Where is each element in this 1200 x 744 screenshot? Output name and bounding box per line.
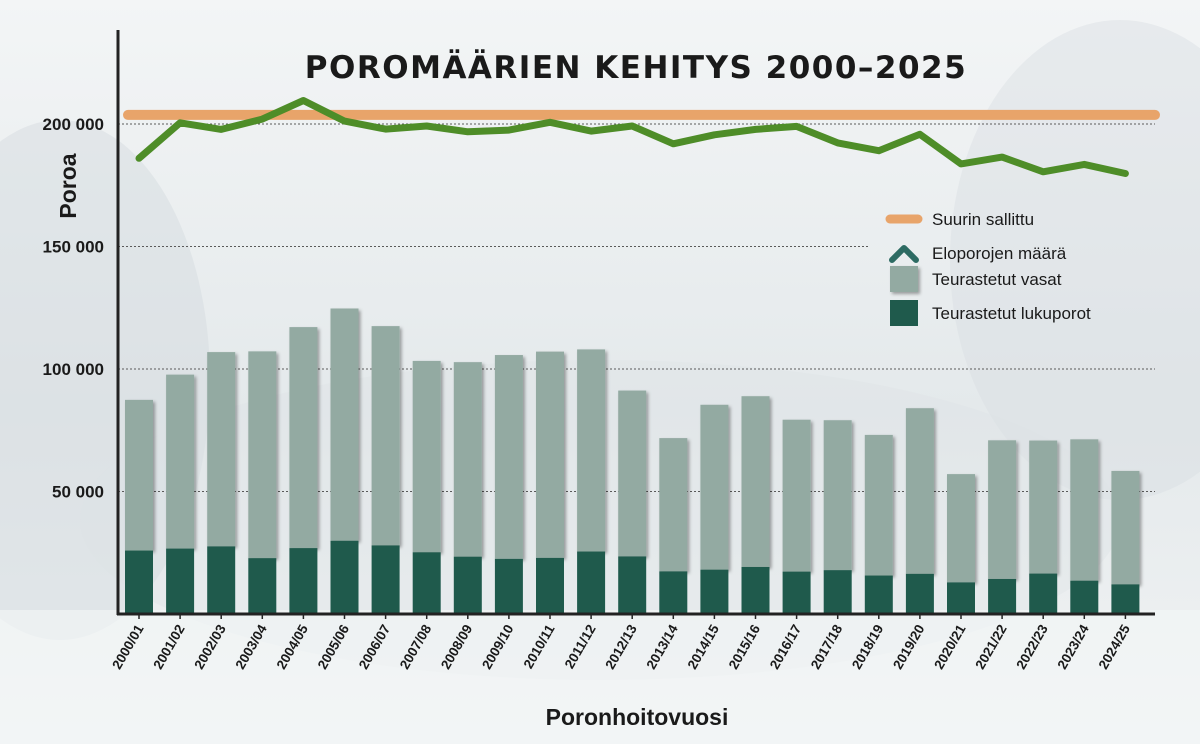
bar-teurastetut-vasat — [1111, 470, 1140, 585]
bar-teurastetut-vasat — [618, 390, 647, 557]
legend-label: Teurastetut lukuporot — [932, 304, 1091, 323]
bar-teurastetut-lukuporot — [1070, 580, 1099, 614]
bar-teurastetut-vasat — [577, 349, 606, 552]
bar-teurastetut-lukuporot — [536, 557, 564, 614]
bar-teurastetut-lukuporot — [659, 571, 688, 614]
bar-teurastetut-lukuporot — [700, 569, 729, 614]
bar-teurastetut-vasat — [536, 351, 564, 558]
lines — [123, 97, 1160, 177]
bar-teurastetut-lukuporot — [207, 546, 236, 614]
bar-teurastetut-lukuporot — [1111, 584, 1140, 614]
bar-teurastetut-vasat — [659, 438, 688, 572]
y-tick-label: 50 000 — [52, 483, 104, 502]
y-axis-ticks: 50 000 100 000 150 000 200 000 — [43, 115, 104, 502]
bar-teurastetut-lukuporot — [166, 548, 195, 614]
legend-label: Teurastetut vasat — [932, 270, 1062, 289]
bar-teurastetut-lukuporot — [988, 578, 1017, 614]
bar-teurastetut-vasat — [947, 474, 975, 583]
bar-teurastetut-lukuporot — [905, 573, 934, 614]
bar-teurastetut-vasat — [289, 327, 318, 549]
y-tick-label: 150 000 — [43, 238, 104, 257]
bar-teurastetut-vasat — [207, 352, 236, 547]
bar-teurastetut-vasat — [782, 419, 811, 572]
legend-swatch-teurastetut-lukuporot — [890, 300, 918, 326]
line-eloporojen-maara — [135, 97, 1129, 177]
bar-teurastetut-vasat — [125, 399, 153, 551]
bar-teurastetut-vasat — [453, 362, 482, 557]
bar-teurastetut-vasat — [905, 408, 934, 574]
y-tick-label: 200 000 — [43, 115, 104, 134]
bar-teurastetut-vasat — [700, 404, 729, 570]
bar-teurastetut-vasat — [412, 360, 441, 553]
x-axis-label: Poronhoitovuosi — [546, 704, 729, 730]
bar-teurastetut-vasat — [330, 308, 359, 541]
bar-teurastetut-lukuporot — [289, 548, 318, 614]
bar-teurastetut-vasat — [741, 396, 770, 567]
bar-teurastetut-vasat — [988, 440, 1017, 579]
bar-teurastetut-lukuporot — [371, 545, 400, 614]
y-tick-label: 100 000 — [43, 360, 104, 379]
legend: Suurin sallittu Eloporojen määrä Teurastet… — [885, 210, 1091, 326]
bars — [125, 308, 1140, 614]
bar-teurastetut-lukuporot — [125, 550, 153, 614]
chart-title: POROMÄÄRIEN KEHITYS 2000–2025 — [305, 50, 967, 86]
legend-label: Eloporojen määrä — [932, 244, 1067, 263]
bar-teurastetut-lukuporot — [1029, 573, 1058, 614]
bar-teurastetut-lukuporot — [577, 551, 606, 614]
bar-teurastetut-lukuporot — [412, 552, 441, 614]
bar-teurastetut-vasat — [823, 420, 852, 571]
bar-teurastetut-vasat — [494, 355, 523, 559]
bar-teurastetut-vasat — [1029, 440, 1058, 574]
bar-teurastetut-lukuporot — [248, 558, 277, 614]
bar-teurastetut-lukuporot — [823, 570, 852, 614]
bar-teurastetut-vasat — [864, 434, 893, 576]
legend-swatch-eloporojen-maara — [889, 245, 919, 263]
bar-teurastetut-lukuporot — [494, 558, 523, 614]
bar-teurastetut-lukuporot — [864, 575, 893, 614]
bar-teurastetut-lukuporot — [947, 582, 975, 614]
bar-teurastetut-lukuporot — [453, 556, 482, 614]
bar-teurastetut-lukuporot — [330, 540, 359, 614]
bar-teurastetut-vasat — [1070, 439, 1099, 581]
y-axis-label: Poroa — [55, 153, 81, 218]
bar-teurastetut-lukuporot — [618, 556, 647, 614]
bar-teurastetut-vasat — [166, 374, 195, 549]
bar-teurastetut-lukuporot — [741, 566, 770, 614]
legend-label: Suurin sallittu — [932, 210, 1034, 229]
axes — [116, 30, 1155, 616]
bar-teurastetut-vasat — [248, 351, 277, 559]
legend-swatch-teurastetut-vasat — [890, 266, 918, 292]
bar-teurastetut-lukuporot — [782, 571, 811, 614]
bar-teurastetut-vasat — [371, 326, 400, 546]
